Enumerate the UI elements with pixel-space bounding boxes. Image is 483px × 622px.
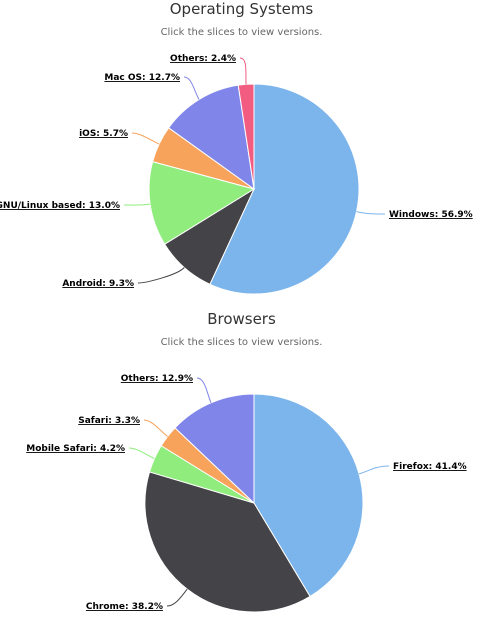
connector-line (128, 447, 155, 459)
data-label[interactable]: Windows: 56.9% (389, 210, 473, 220)
data-label[interactable]: GNU/Linux based: 13.0% (0, 201, 120, 211)
data-label[interactable]: iOS: 5.7% (79, 129, 128, 139)
pie-slices (144, 393, 364, 613)
os-pie-svg: Windows: 56.9% Android: 9.3% GNU/Linux bas… (0, 54, 473, 295)
connector-line (356, 211, 386, 215)
browsers-pie-svg: Firefox: 41.4% Chrome: 38.2% Mobile Safari… (26, 374, 467, 613)
chart-subtitle: Click the slices to view versions. (160, 27, 323, 38)
connector-line (196, 377, 212, 403)
pie-slice-others[interactable] (174, 393, 255, 505)
connector-line (123, 203, 151, 206)
pie-slices (148, 83, 360, 295)
connector-line (137, 267, 185, 284)
data-label[interactable]: Others: 12.9% (121, 374, 193, 384)
data-label[interactable]: Safari: 3.3% (78, 416, 140, 426)
browsers-chart: Browsers Click the slices to view versio… (0, 310, 483, 622)
connector-line (183, 76, 200, 100)
connector-line (143, 419, 169, 437)
data-label[interactable]: Mobile Safari: 4.2% (26, 444, 125, 454)
connector-line (358, 465, 390, 475)
chart-title: Operating Systems (169, 0, 314, 18)
data-label[interactable]: Chrome: 38.2% (86, 602, 163, 612)
connector-line (166, 588, 188, 607)
pie-slice-chrome[interactable] (144, 471, 311, 613)
data-label[interactable]: Android: 9.3% (62, 279, 134, 289)
data-label[interactable]: Firefox: 41.4% (393, 462, 467, 472)
data-label[interactable]: Mac OS: 12.7% (104, 73, 180, 83)
pie-slice-firefox[interactable] (253, 393, 364, 598)
connector-line (239, 57, 247, 85)
chart-subtitle: Click the slices to view versions. (160, 337, 323, 348)
connector-line (131, 132, 160, 145)
data-label[interactable]: Others: 2.4% (170, 54, 236, 64)
os-chart: Operating Systems Click the slices to vi… (0, 0, 483, 310)
chart-title: Browsers (207, 310, 276, 328)
